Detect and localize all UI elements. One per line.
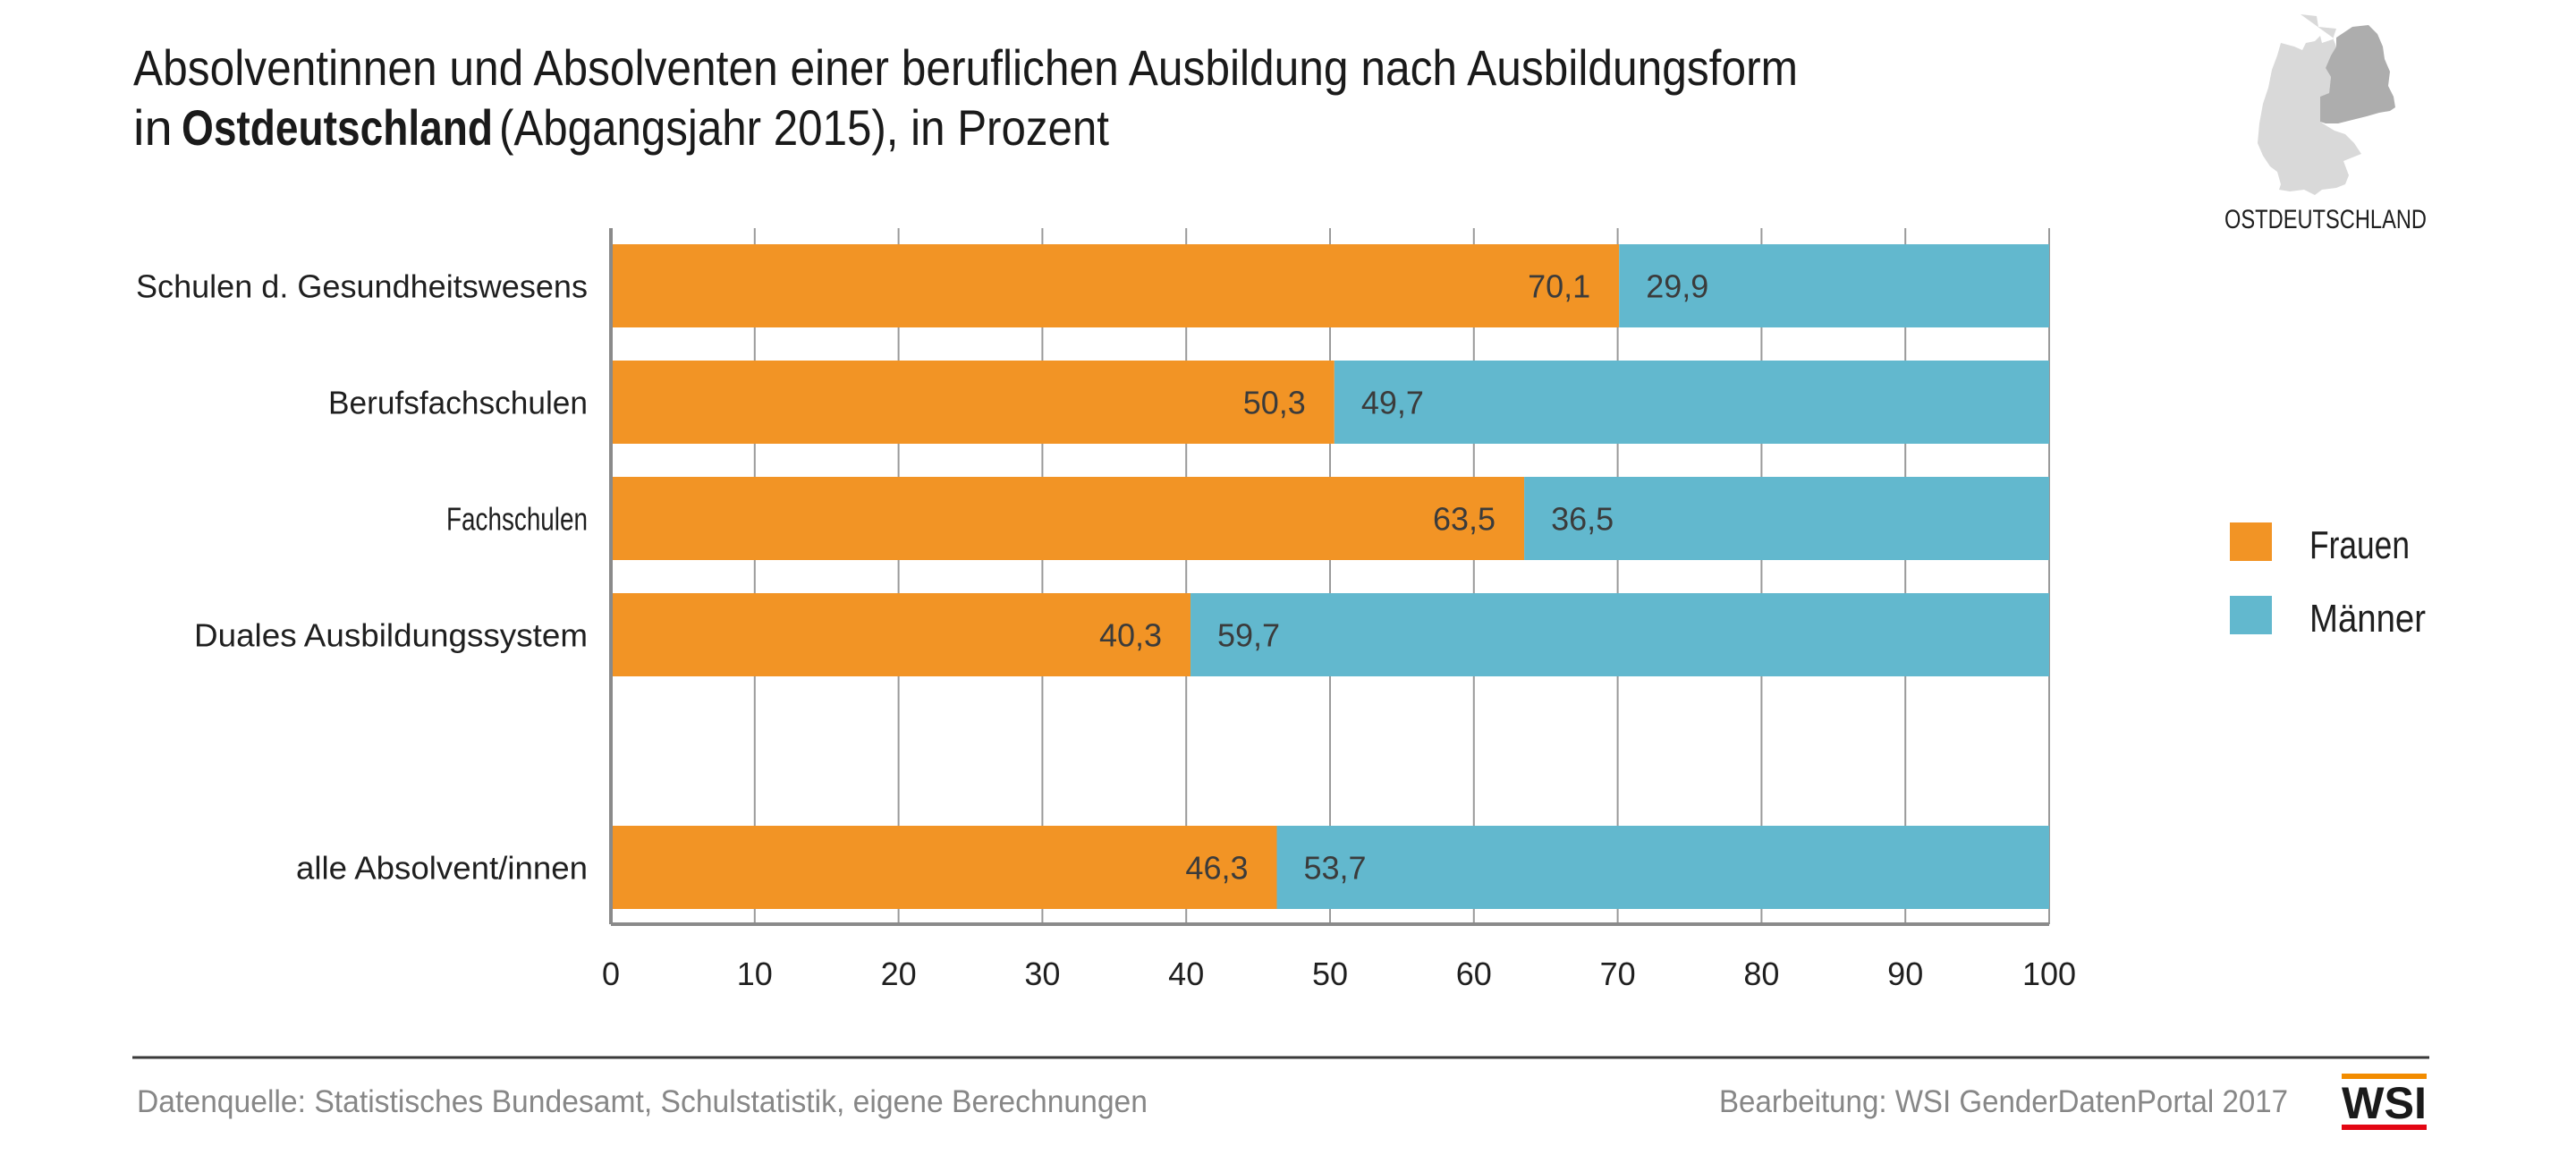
category-label: alle Absolvent/innen (296, 850, 588, 887)
value-label-frauen: 50,3 (1243, 385, 1306, 421)
value-label-frauen: 40,3 (1099, 617, 1162, 654)
category-label: Berufsfachschulen (328, 385, 588, 421)
region-label: OSTDEUTSCHLAND (2224, 205, 2427, 234)
x-tick-label: 30 (1024, 955, 1060, 992)
logo-orange-bar (2342, 1074, 2427, 1079)
footer: Datenquelle: Statistisches Bundesamt, Sc… (132, 1056, 2429, 1130)
footer-credit: Bearbeitung: WSI GenderDatenPortal 2017 (1719, 1084, 2288, 1119)
category-label: Duales Ausbildungssystem (194, 617, 588, 654)
value-label-frauen: 70,1 (1528, 268, 1590, 305)
legend: Frauen Männer (2230, 522, 2426, 641)
x-tick-label: 70 (1600, 955, 1636, 992)
east-germany-shape[interactable] (2320, 25, 2395, 123)
value-label-frauen: 46,3 (1185, 850, 1248, 887)
bar-maenner[interactable] (1619, 244, 2049, 327)
value-label-frauen: 63,5 (1433, 501, 1496, 538)
category-label: Fachschulen (446, 501, 588, 538)
x-tick-label: 90 (1887, 955, 1923, 992)
x-tick-label: 50 (1312, 955, 1348, 992)
x-tick-label: 80 (1743, 955, 1779, 992)
bar-frauen[interactable] (611, 826, 1277, 909)
value-label-maenner: 59,7 (1217, 617, 1280, 654)
bar-maenner[interactable] (1191, 593, 2049, 676)
wsi-logo[interactable]: WSI (2342, 1074, 2427, 1130)
legend-label-maenner: Männer (2309, 597, 2426, 641)
x-tick-label: 60 (1456, 955, 1492, 992)
germany-map-icon (2258, 14, 2395, 195)
region-badge: OSTDEUTSCHLAND (2224, 14, 2427, 234)
bar-maenner[interactable] (1524, 477, 2049, 560)
logo-red-bar (2342, 1125, 2427, 1130)
value-label-maenner: 49,7 (1361, 385, 1424, 421)
gridlines (753, 228, 2050, 924)
title-line-1: Absolventinnen und Absolventen einer ber… (133, 39, 1798, 96)
title-line-2-suffix: (Abgangsjahr 2015), in Prozent (499, 99, 1109, 156)
x-tick-label: 20 (881, 955, 917, 992)
chart-title: Absolventinnen und Absolventen einer ber… (133, 39, 1798, 156)
category-label: Schulen d. Gesundheitswesens (136, 268, 588, 305)
x-tick-label: 0 (602, 955, 620, 992)
x-tick-labels: 0 10 20 30 40 50 60 70 80 90 100 (602, 955, 2076, 992)
bar-maenner[interactable] (1276, 826, 2049, 909)
x-tick-label: 40 (1168, 955, 1204, 992)
bar-frauen[interactable] (611, 477, 1525, 560)
value-label-maenner: 36,5 (1551, 501, 1614, 538)
x-tick-label: 100 (2022, 955, 2076, 992)
bars (611, 244, 2049, 909)
legend-swatch-frauen (2230, 522, 2272, 561)
title-line-2: in (133, 99, 173, 156)
title-region-bold: Ostdeutschland (182, 99, 493, 156)
legend-item-maenner[interactable]: Männer (2230, 596, 2426, 641)
footer-source: Datenquelle: Statistisches Bundesamt, Sc… (137, 1084, 1148, 1119)
axes (609, 228, 2049, 926)
legend-item-frauen[interactable]: Frauen (2230, 522, 2410, 567)
bar-frauen[interactable] (611, 244, 1620, 327)
bar-maenner[interactable] (1334, 361, 2049, 444)
legend-label-frauen: Frauen (2309, 523, 2410, 567)
logo-text: WSI (2342, 1078, 2427, 1128)
bar-frauen[interactable] (611, 593, 1191, 676)
legend-swatch-maenner (2230, 596, 2272, 634)
value-labels: 70,1 29,9 50,3 49,7 63,5 36,5 40,3 59,7 46,3 53,7 (1099, 268, 1708, 887)
title-line-2-prefix: in (133, 99, 173, 156)
value-label-maenner: 29,9 (1646, 268, 1708, 305)
west-germany-shape (2258, 14, 2361, 195)
category-labels: Schulen d. Gesundheitswesens Berufsfachsc… (136, 268, 588, 887)
bar-frauen[interactable] (611, 361, 1335, 444)
x-tick-label: 10 (737, 955, 773, 992)
value-label-maenner: 53,7 (1304, 850, 1367, 887)
